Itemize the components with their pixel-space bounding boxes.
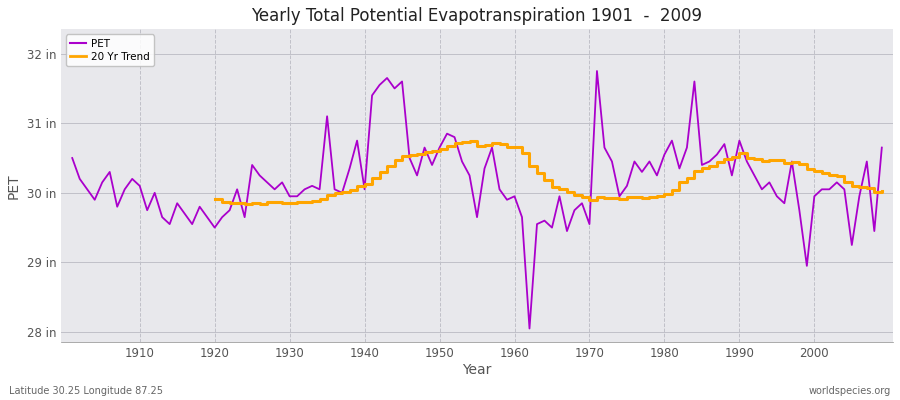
- Text: Latitude 30.25 Longitude 87.25: Latitude 30.25 Longitude 87.25: [9, 386, 163, 396]
- Legend: PET, 20 Yr Trend: PET, 20 Yr Trend: [67, 34, 154, 66]
- Text: worldspecies.org: worldspecies.org: [809, 386, 891, 396]
- Title: Yearly Total Potential Evapotranspiration 1901  -  2009: Yearly Total Potential Evapotranspiratio…: [251, 7, 703, 25]
- X-axis label: Year: Year: [463, 363, 491, 377]
- Y-axis label: PET: PET: [7, 173, 21, 199]
